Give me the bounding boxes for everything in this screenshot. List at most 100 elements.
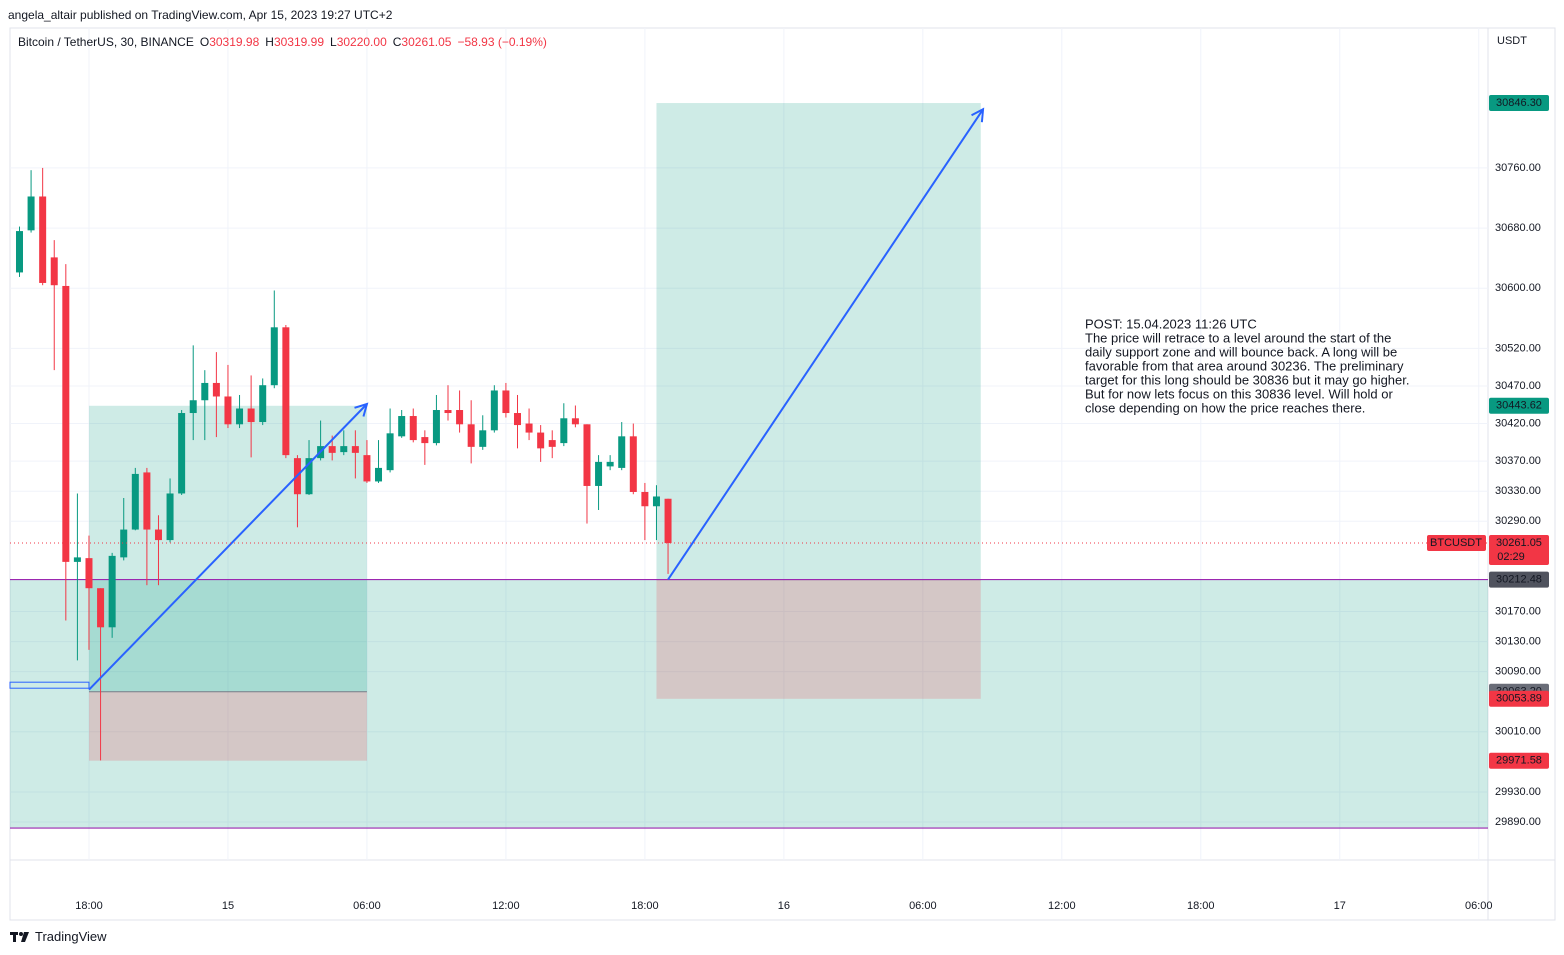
y-tick-label: 30290.00 [1495, 515, 1541, 527]
arrow-head [971, 107, 985, 123]
ohlc-value: 30261.05 [401, 35, 452, 49]
arrow [667, 108, 984, 581]
published-line: angela_altair published on TradingView.c… [8, 8, 393, 22]
y-tick-label: 30330.00 [1495, 485, 1541, 497]
candle-body [525, 423, 533, 433]
annotation-line: The price will retrace to a level around… [1085, 330, 1391, 345]
zone [10, 579, 1488, 829]
hline-label-bg [1489, 571, 1549, 588]
ohlc-key: O [199, 35, 210, 49]
y-tick-label: 30600.00 [1495, 282, 1541, 294]
candle-body [595, 461, 603, 486]
candle-body [537, 432, 545, 449]
brand: TradingView [10, 929, 107, 944]
currency: USDT [1497, 35, 1527, 47]
position-loss [656, 579, 981, 699]
x-tick-label: 15 [222, 900, 234, 912]
y-tick-label: 30090.00 [1495, 666, 1541, 678]
candle-body [131, 473, 139, 530]
candle-body [652, 496, 660, 507]
candle-body [201, 382, 209, 401]
position-profit [88, 405, 367, 692]
candle-body [27, 196, 35, 231]
target-label: 30443.62 [1496, 400, 1542, 412]
candle-body [305, 458, 313, 495]
candle-body [583, 424, 591, 486]
candle-body [444, 410, 452, 414]
candle-body [421, 437, 429, 444]
candle-body [432, 410, 440, 444]
candle-body [479, 430, 487, 447]
position-profit [656, 103, 981, 580]
candle-body [212, 382, 220, 397]
stop-label-bg [1489, 752, 1549, 769]
candle-body [120, 529, 128, 558]
candle-body [154, 529, 162, 541]
candle-body [39, 196, 47, 283]
y-tick-label: 30370.00 [1495, 455, 1541, 467]
candle-body [560, 418, 568, 444]
candle-body [247, 408, 255, 423]
hline-label: 30212.48 [1496, 573, 1542, 585]
y-tick-label: 30420.00 [1495, 417, 1541, 429]
annotation-line: But for now lets focus on this 30836 lev… [1085, 386, 1393, 401]
annotation-line: close depending on how the price reaches… [1085, 400, 1365, 415]
annotation-line: favorable from that area around 30236. T… [1085, 358, 1404, 373]
y-tick-label: 30170.00 [1495, 605, 1541, 617]
y-tick-label: 30520.00 [1495, 342, 1541, 354]
symbol-tag-bg [1427, 535, 1486, 552]
x-tick-label: 06:00 [909, 900, 937, 912]
pane-border [9, 27, 1556, 921]
x-tick-label: 12:00 [492, 900, 520, 912]
stop-label: 29971.58 [1496, 755, 1542, 767]
x-tick-label: 18:00 [631, 900, 659, 912]
annotation-line: target for this long should be 30836 but… [1085, 372, 1410, 387]
target-label: 30846.30 [1496, 97, 1542, 109]
brand-name: TradingView [35, 929, 107, 944]
candle-body [50, 257, 58, 286]
candle-body [375, 467, 383, 482]
annotation-line: POST: 15.04.2023 11:26 UTC [1085, 316, 1257, 331]
candle-body [108, 555, 116, 628]
candle-body [340, 446, 348, 453]
annotation-line: daily support zone and will bounce back.… [1085, 344, 1397, 359]
y-tick-label: 29890.00 [1495, 816, 1541, 828]
position-loss [88, 691, 367, 761]
x-tick-label: 06:00 [353, 900, 381, 912]
candle-body [236, 408, 244, 425]
ohlc-key: L [330, 35, 337, 49]
candle-body [629, 436, 637, 492]
ohlc-value: 30319.99 [273, 35, 324, 49]
candle-body [571, 418, 579, 425]
candle-body [456, 410, 464, 425]
arrow [88, 403, 368, 691]
x-tick-label: 18:00 [75, 900, 103, 912]
symbol: Bitcoin / TetherUS, 30, BINANCE [18, 35, 194, 49]
last-price-bg [1489, 535, 1549, 566]
ohlc-value: 30220.00 [336, 35, 387, 49]
candle-body [328, 446, 336, 453]
candle-body [363, 455, 371, 482]
candle-body [618, 436, 626, 468]
countdown: 02:29 [1497, 551, 1525, 563]
candle-body [178, 413, 186, 494]
ohlc-key: H [265, 35, 274, 49]
x-tick-label: 17 [1334, 900, 1346, 912]
last-price-label: 30261.05 [1496, 537, 1542, 549]
y-tick-label: 30470.00 [1495, 380, 1541, 392]
y-tick-label: 30760.00 [1495, 162, 1541, 174]
change: −58.93 (−0.19%) [457, 35, 547, 49]
candle-body [548, 440, 556, 447]
y-tick-label: 30010.00 [1495, 726, 1541, 738]
y-tick-label: 30680.00 [1495, 222, 1541, 234]
candle-body [606, 461, 614, 467]
y-tick-label: 29930.00 [1495, 786, 1541, 798]
target-label-bg [1489, 397, 1549, 414]
candle-body [467, 424, 475, 447]
ohlc-key: C [392, 35, 402, 49]
candle-body [62, 285, 70, 562]
candle-body [490, 390, 498, 431]
candle-body [282, 327, 290, 456]
